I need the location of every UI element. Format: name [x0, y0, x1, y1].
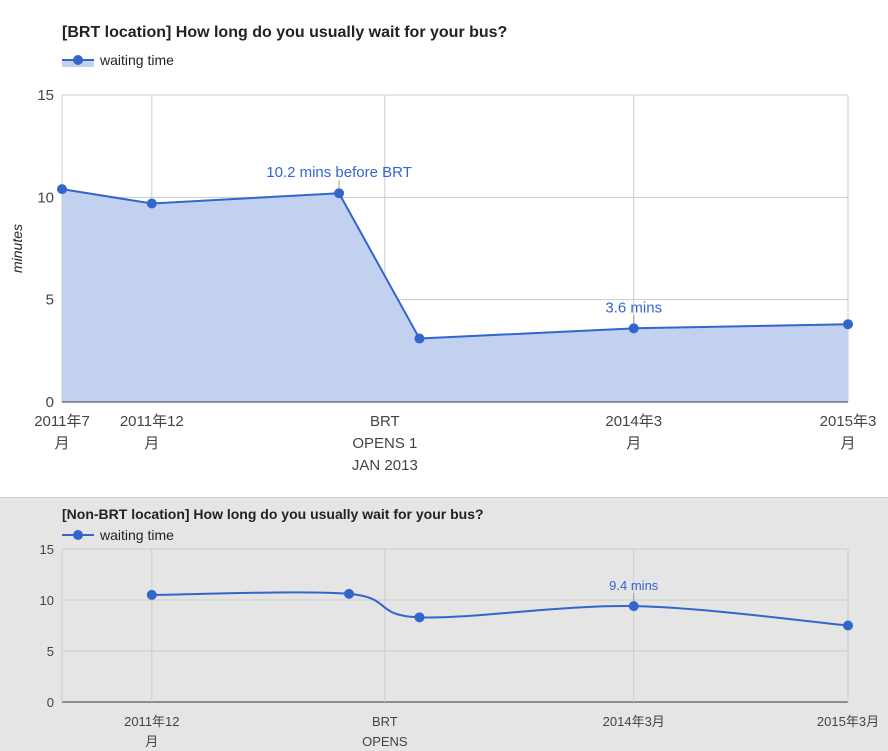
data-point: [146, 589, 157, 600]
data-point: [146, 198, 157, 209]
x-tick-label: OPENS 1: [352, 435, 417, 452]
series-line: [61, 188, 849, 340]
x-tick-label: 月: [626, 435, 641, 452]
x-tick-label: 月: [145, 734, 158, 749]
y-tick-label: 15: [37, 87, 54, 104]
x-tick-label: BRT: [372, 714, 398, 729]
x-tick-label: JAN 2013: [352, 457, 418, 474]
legend-line-swatch-icon: [62, 526, 94, 544]
non-brt-line-chart: 0 5 10 15 2011年12 月 BRT OPENS 2014年3月 2015年3月 9.4 …: [40, 542, 880, 749]
data-point: [57, 184, 67, 195]
legend-area-swatch-icon: [62, 51, 94, 69]
legend-label: waiting time: [100, 52, 174, 68]
x-tick-label: 2015年3: [820, 413, 877, 430]
data-annotation: 10.2 mins before BRT: [266, 164, 412, 181]
data-point: [344, 588, 355, 599]
x-tick-label: 月: [54, 435, 69, 452]
y-tick-label: 0: [46, 394, 54, 411]
x-tick-label: 月: [144, 435, 159, 452]
brt-area-chart: 0 5 10 15 2011年7 月 2011年12 月 BRT OPENS 1 JAN 2013 2…: [9, 87, 877, 474]
y-tick-label: 5: [47, 644, 54, 659]
legend[interactable]: waiting time: [62, 51, 174, 69]
y-axis-title: minutes: [9, 224, 25, 273]
data-point: [628, 323, 639, 334]
x-tick-label: 2011年12: [120, 413, 184, 430]
series-line: [151, 591, 849, 627]
y-tick-label: 5: [46, 292, 54, 309]
x-tick-label: 2011年7: [34, 413, 90, 430]
y-tick-label: 10: [40, 593, 54, 608]
chart-title: [BRT location] How long do you usually w…: [62, 24, 508, 41]
data-annotation: 9.4 mins: [609, 578, 659, 593]
x-tick-label: 2014年3: [605, 413, 662, 430]
data-point: [334, 188, 345, 199]
x-tick-label: BRT: [370, 413, 400, 430]
legend[interactable]: waiting time: [62, 526, 174, 544]
non-brt-chart-panel: [Non-BRT location] How long do you usual…: [0, 497, 888, 751]
brt-chart-panel: [BRT location] How long do you usually w…: [9, 24, 877, 474]
y-tick-label: 0: [47, 695, 54, 710]
data-point: [414, 612, 425, 623]
y-tick-label: 15: [40, 542, 54, 557]
data-point: [843, 319, 853, 330]
legend-label: waiting time: [100, 527, 174, 543]
data-annotation: 3.6 mins: [605, 299, 662, 316]
data-point: [843, 620, 853, 631]
x-tick-label: 2011年12: [124, 714, 179, 729]
x-tick-label: 2015年3月: [817, 714, 879, 729]
x-tick-label: OPENS: [362, 734, 408, 749]
data-point: [628, 601, 639, 612]
area-fill: [62, 189, 848, 402]
y-tick-label: 10: [37, 189, 54, 206]
x-tick-label: 月: [840, 435, 855, 452]
data-point: [414, 333, 425, 344]
chart-title: [Non-BRT location] How long do you usual…: [62, 506, 484, 522]
x-tick-label: 2014年3月: [603, 714, 665, 729]
